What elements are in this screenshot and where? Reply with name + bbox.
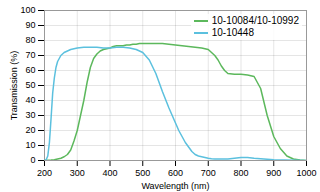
svg-text:40: 40 — [25, 95, 35, 105]
html-text:10-10448: 10-10448 — [211, 27, 254, 38]
svg-text:90: 90 — [25, 20, 35, 30]
svg-text:Wavelength (nm): Wavelength (nm) — [141, 181, 209, 191]
svg-text:100: 100 — [20, 5, 35, 15]
svg-text:500: 500 — [135, 168, 150, 178]
svg-text:300: 300 — [70, 168, 85, 178]
svg-text:10: 10 — [25, 140, 35, 150]
svg-text:600: 600 — [168, 168, 183, 178]
svg-text:Transmission (%): Transmission (%) — [9, 51, 19, 121]
svg-text:900: 900 — [266, 168, 281, 178]
svg-text:60: 60 — [25, 65, 35, 75]
svg-text:400: 400 — [102, 168, 117, 178]
svg-text:200: 200 — [37, 168, 52, 178]
html-text:10-10084/10-10992: 10-10084/10-10992 — [211, 15, 299, 26]
svg-text:80: 80 — [25, 35, 35, 45]
svg-text:0: 0 — [30, 155, 35, 165]
svg-text:50: 50 — [25, 80, 35, 90]
svg-text:800: 800 — [233, 168, 248, 178]
svg-text:30: 30 — [25, 110, 35, 120]
svg-text:1000: 1000 — [296, 168, 316, 178]
svg-text:70: 70 — [25, 50, 35, 60]
svg-text:700: 700 — [201, 168, 216, 178]
svg-text:20: 20 — [25, 125, 35, 135]
